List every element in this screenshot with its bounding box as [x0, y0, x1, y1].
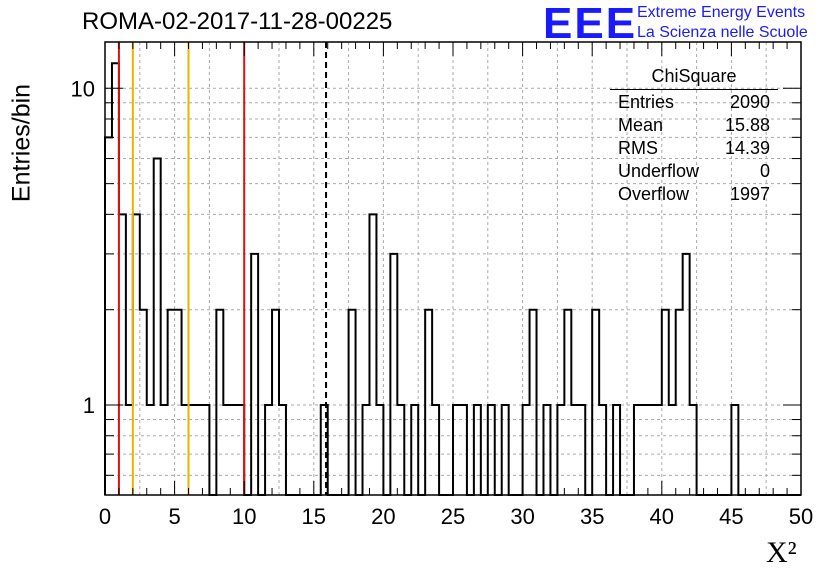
histogram-bar	[662, 310, 669, 495]
histogram-bar	[578, 405, 585, 495]
stats-value: 0	[759, 161, 770, 181]
histogram-bar	[634, 405, 641, 495]
histogram-bar	[369, 214, 376, 495]
histogram-bar	[453, 405, 460, 495]
logo-mark: EEE	[543, 0, 638, 48]
stats-value: 15.88	[724, 115, 770, 135]
histogram-bar	[669, 405, 676, 495]
histogram-bar	[648, 405, 655, 495]
histogram-bar	[488, 405, 495, 495]
histogram-bar	[530, 310, 537, 495]
histogram-bar	[432, 405, 439, 495]
stats-row: Mean 15.88	[610, 114, 778, 137]
stats-row: Entries 2090	[610, 91, 778, 114]
histogram-bar	[195, 405, 202, 495]
histogram-bar	[279, 405, 286, 495]
histogram-bar	[237, 405, 244, 495]
histogram-bar	[161, 405, 168, 495]
histogram-bar	[599, 405, 606, 495]
histogram-bar	[592, 310, 599, 495]
y-tick-label: 10	[71, 76, 95, 101]
histogram-bar	[251, 254, 258, 495]
chart-title: ROMA-02-2017-11-28-00225	[82, 8, 393, 35]
stats-row: Overflow 1997	[610, 183, 778, 206]
histogram-bar	[140, 310, 147, 495]
stats-value: 2090	[729, 92, 770, 112]
histogram-bar	[133, 214, 140, 495]
stats-value: 1997	[729, 184, 770, 204]
histogram-bar	[189, 405, 196, 495]
x-tick-label: 30	[510, 504, 534, 529]
x-tick-label: 25	[441, 504, 465, 529]
histogram-bar	[105, 137, 112, 495]
histogram-bar	[168, 310, 175, 495]
histogram-bar	[182, 405, 189, 495]
histogram-bar	[390, 254, 397, 495]
x-tick-label: 0	[99, 504, 111, 529]
x-tick-label: 10	[232, 504, 256, 529]
histogram-bar	[147, 405, 154, 495]
histogram-bar	[376, 405, 383, 495]
histogram-bar	[683, 254, 690, 495]
x-tick-label: 45	[719, 504, 743, 529]
x-tick-label: 40	[650, 504, 674, 529]
histogram-bar	[641, 405, 648, 495]
stats-label: Entries	[618, 92, 675, 112]
histogram-bar	[613, 405, 620, 495]
histogram-bar	[265, 405, 272, 495]
stats-label: Mean	[618, 115, 664, 135]
stats-box: ChiSquare Entries 2090 Mean 15.88 RMS 14…	[610, 66, 778, 206]
stats-label: RMS	[618, 138, 658, 158]
x-tick-label: 20	[371, 504, 395, 529]
histogram-bar	[690, 405, 697, 495]
histogram-bar	[676, 310, 683, 495]
histogram-bar	[564, 310, 571, 495]
histogram-bar	[272, 310, 279, 495]
histogram-bar	[112, 63, 119, 495]
stats-row: Underflow 0	[610, 160, 778, 183]
x-tick-label: 50	[789, 504, 813, 529]
histogram-bar	[460, 405, 467, 495]
histogram-bar	[154, 159, 161, 495]
histogram-bar	[202, 405, 209, 495]
histogram-bar	[731, 405, 738, 495]
histogram-bar	[223, 405, 230, 495]
histogram-bar	[523, 405, 530, 495]
histogram-bar	[126, 405, 133, 495]
histogram-bar	[216, 310, 223, 495]
stats-label: Underflow	[618, 161, 700, 181]
histogram-bar	[363, 405, 370, 495]
logo-line-2: La Scienza nelle Scuole	[637, 24, 808, 41]
histogram-bar	[119, 214, 126, 495]
histogram-bar	[502, 405, 509, 495]
x-axis-label: X²	[766, 536, 797, 569]
histogram-bar	[230, 405, 237, 495]
x-tick-label: 5	[168, 504, 180, 529]
histogram-bar	[175, 310, 182, 495]
stats-label: Overflow	[618, 184, 690, 204]
histogram-bar	[397, 405, 404, 495]
histogram-bar	[557, 405, 564, 495]
x-tick-label: 15	[302, 504, 326, 529]
histogram-bar	[543, 405, 550, 495]
x-tick-label: 35	[580, 504, 604, 529]
stats-row: RMS 14.39	[610, 137, 778, 160]
stats-value: 14.39	[724, 138, 770, 158]
histogram-bar	[655, 405, 662, 495]
histogram-bar	[425, 310, 432, 495]
y-tick-label: 1	[83, 393, 95, 418]
histogram-bar	[349, 310, 356, 495]
histogram-bar	[571, 405, 578, 495]
histogram-bar	[474, 405, 481, 495]
logo-line-1: Extreme Energy Events	[637, 4, 806, 21]
stats-title: ChiSquare	[610, 66, 778, 90]
histogram-bar	[411, 405, 418, 495]
histogram-bar	[321, 405, 328, 495]
